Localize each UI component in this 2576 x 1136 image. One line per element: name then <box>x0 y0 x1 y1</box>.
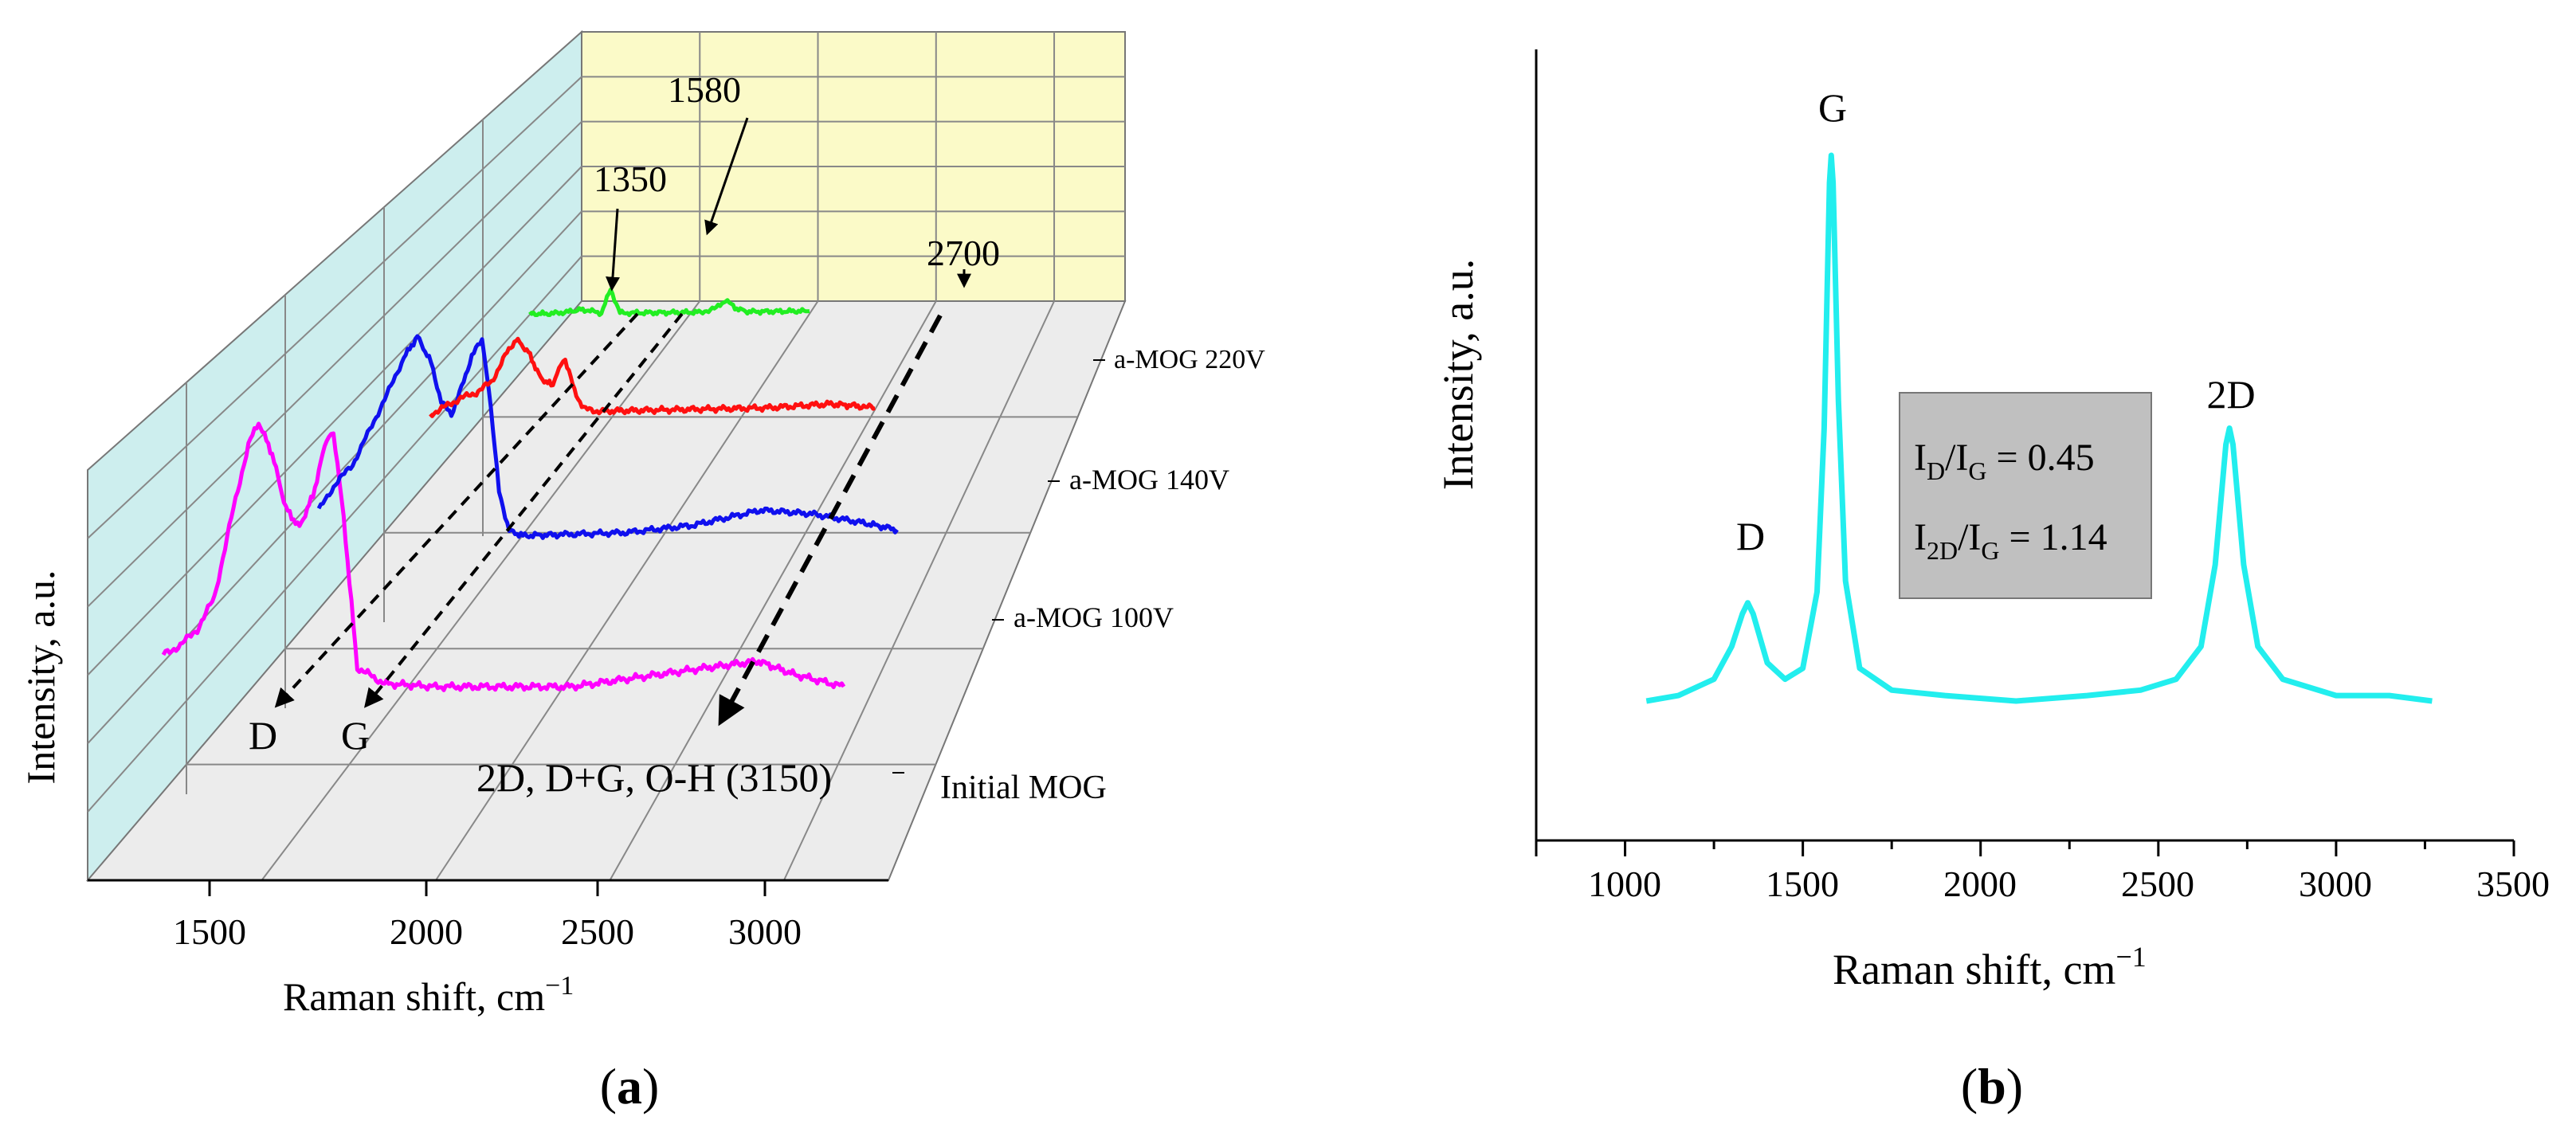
panel-a-grid <box>87 32 1125 881</box>
series-line-2 <box>429 336 876 418</box>
panel-b-x-tick: 3500 <box>2476 864 2550 904</box>
arrow-1350 <box>606 208 620 292</box>
panel-b-x-tick: 2500 <box>2121 864 2194 904</box>
label-d-band: D <box>249 713 277 758</box>
arrow-2d <box>718 314 943 727</box>
label-1350: 1350 <box>594 159 667 199</box>
peak-label-2d: 2D <box>2206 372 2255 417</box>
panel-a-spectra <box>161 287 899 692</box>
label-2700: 2700 <box>927 233 1000 273</box>
series-line-3 <box>528 287 810 318</box>
panel-a-arrows <box>274 117 971 727</box>
peak-label-g: G <box>1818 85 1847 130</box>
panel-a-label: (a) <box>600 1058 660 1114</box>
series-label-100v: a-MOG 100V <box>1014 601 1174 633</box>
ratio-i2d-ig: I2D/IG = 1.14 <box>1914 516 2107 565</box>
panel-b-x-tick: 3000 <box>2299 864 2372 904</box>
grid-line <box>87 256 582 813</box>
panel-a-y-label: Intensity, a.u. <box>18 570 63 785</box>
label-g-band: G <box>341 713 370 758</box>
panel-a-x-tick: 1500 <box>173 911 246 952</box>
ratio-box <box>1899 392 2152 599</box>
grid-line <box>783 300 1055 881</box>
series-label-initial-mog: Initial MOG <box>940 770 1107 806</box>
panel-a-x-tick: 2000 <box>390 911 463 952</box>
label-1580: 1580 <box>668 69 741 110</box>
panel-b-ticks <box>1535 840 2515 856</box>
panel-b-x-tick: 1500 <box>1766 864 1839 904</box>
grid-line <box>261 300 701 881</box>
arrow-g <box>363 312 684 708</box>
panel-b-x-tick: 1000 <box>1588 864 1661 904</box>
panel-a: 1580 1350 2700 D G 2D, D+G, O-H (3150) I… <box>18 29 1265 1114</box>
label-2d-band: 2D, D+G, O-H (3150) <box>476 755 832 800</box>
arrow-1580 <box>704 117 749 236</box>
peak-label-d: D <box>1736 514 1765 558</box>
panel-b: 1000 1500 2000 2500 3000 3500 D G 2D ID/… <box>1434 49 2550 1114</box>
panel-a-x-tick: 2500 <box>561 911 634 952</box>
panel-b-spectrum-line <box>1645 152 2433 704</box>
series-label-220v: a-MOG 220V <box>1114 345 1265 374</box>
panel-b-x-label: Raman shift, cm−1 <box>1833 941 2147 993</box>
arrow-d <box>274 312 639 708</box>
panel-a-x-tick: 3000 <box>728 911 802 952</box>
panel-b-x-tick: 2000 <box>1943 864 2017 904</box>
panel-b-y-label: Intensity, a.u. <box>1434 259 1482 490</box>
grid-line <box>87 76 582 539</box>
panel-a-x-axis <box>88 879 888 896</box>
grid-line <box>87 166 582 676</box>
grid-line <box>87 120 582 608</box>
grid-line <box>435 300 819 881</box>
panel-b-label: (b) <box>1961 1058 2023 1114</box>
grid-line <box>609 300 937 881</box>
series-line-1 <box>316 334 899 540</box>
series-line-0 <box>161 421 846 692</box>
series-label-140v: a-MOG 140V <box>1069 464 1229 496</box>
ratio-id-ig: ID/IG = 0.45 <box>1914 437 2095 485</box>
panel-a-x-label: Raman shift, cm−1 <box>283 971 574 1019</box>
